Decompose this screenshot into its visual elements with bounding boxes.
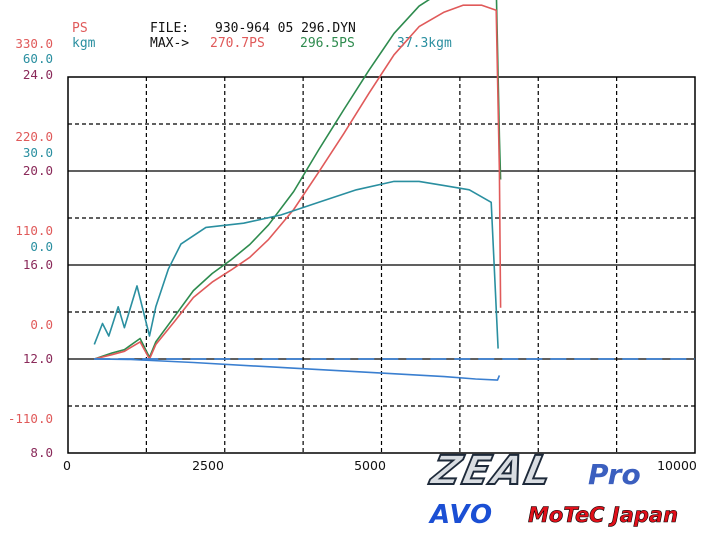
series-line-red (94, 4, 502, 360)
x-tick-10000: 10000 (657, 458, 697, 473)
chart-grid (67, 76, 696, 454)
ps-unit-label: PS (72, 21, 88, 36)
series-line-blue (94, 358, 501, 381)
file-name: 930-964 05 296.DYN (215, 21, 356, 36)
ps-tick-220: 220.0 (15, 129, 53, 144)
chart-series (93, 0, 695, 381)
boost-tick-16: 16.0 (22, 257, 53, 272)
x-tick-2500: 2500 (192, 458, 224, 473)
series-line-teal (93, 180, 499, 349)
max-ps-red: 270.7PS (210, 36, 265, 51)
x-tick-5000: 5000 (354, 458, 386, 473)
pro-logo: Pro (588, 458, 641, 491)
boost-tick-12: 12.0 (22, 351, 53, 366)
boost-tick-8: 8.0 (30, 445, 53, 460)
motec-logo: MoTeC Japan (528, 503, 679, 528)
boost-tick-20: 20.0 (22, 163, 53, 178)
zeal-logo: ZEAL (426, 447, 559, 495)
max-kgm: 37.3kgm (397, 36, 452, 51)
x-tick-0: 0 (63, 458, 71, 473)
file-label: FILE: (150, 21, 190, 36)
ps-tick-minus110: -110.0 (7, 411, 53, 426)
max-label: MAX-> (150, 36, 190, 51)
boost-tick-24: 24.0 (22, 67, 53, 82)
ps-tick-110: 110.0 (15, 223, 53, 238)
kgm-tick-0: 0.0 (30, 239, 53, 254)
kgm-tick-30: 30.0 (22, 145, 53, 160)
max-ps-green: 296.5PS (300, 36, 355, 51)
series-line-green (94, 0, 502, 360)
kgm-unit-label: kgm (72, 36, 96, 51)
ps-tick-330: 330.0 (15, 36, 53, 51)
avo-logo: AVO (430, 500, 494, 530)
ps-tick-0: 0.0 (30, 317, 53, 332)
kgm-tick-60: 60.0 (22, 51, 53, 66)
